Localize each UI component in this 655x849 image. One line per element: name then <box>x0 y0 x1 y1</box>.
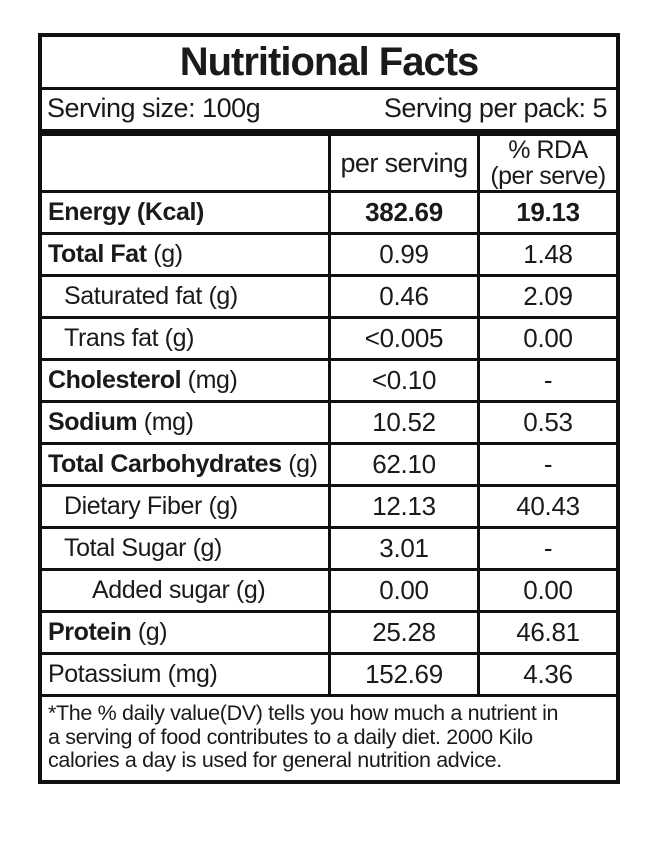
per-serving-value: 0.99 <box>328 235 477 274</box>
nutrient-label: Total Sugar (g) <box>42 529 328 568</box>
serving-row: Serving size: 100g Serving per pack: 5 <box>42 90 616 136</box>
rda-value: 0.53 <box>477 403 616 442</box>
nutrient-name: Total Sugar <box>64 534 187 562</box>
rda-value: 40.43 <box>477 487 616 526</box>
nutrient-unit: (g) <box>281 450 318 478</box>
per-serving-value: 382.69 <box>328 193 477 232</box>
rda-value: - <box>477 445 616 484</box>
rda-value: 19.13 <box>477 193 616 232</box>
nutrient-unit: (mg) <box>181 366 238 394</box>
title-row: Nutritional Facts <box>42 37 616 90</box>
rda-value: 0.00 <box>477 319 616 358</box>
nutrient-name: Dietary Fiber <box>64 492 202 520</box>
nutrient-row-1: Total Fat (g) 0.99 1.48 <box>42 235 616 277</box>
serving-per-pack-label: Serving per pack: 5 <box>383 93 608 123</box>
per-serving-value: 152.69 <box>328 655 477 694</box>
nutrient-name: Total Fat <box>48 240 147 268</box>
per-serving-value: 0.00 <box>328 571 477 610</box>
table-title: Nutritional Facts <box>179 39 480 84</box>
rda-value: 46.81 <box>477 613 616 652</box>
nutrition-facts-table: Nutritional Facts Serving size: 100g Ser… <box>38 33 620 784</box>
nutrient-name: Saturated fat <box>64 282 202 310</box>
serving-size-label: Serving size: 100g <box>47 93 261 123</box>
nutrient-row-4: Cholesterol (mg) <0.10- <box>42 361 616 403</box>
per-serving-value: 3.01 <box>328 529 477 568</box>
header-rda-line2: (per serve) <box>490 162 606 190</box>
nutrient-label: Sodium (mg) <box>42 403 328 442</box>
rda-value: 2.09 <box>477 277 616 316</box>
nutrient-name: Protein <box>48 618 132 646</box>
nutrient-name: Sodium <box>48 408 138 436</box>
nutrient-label: Cholesterol (mg) <box>42 361 328 400</box>
header-per-serving: per serving <box>328 136 477 190</box>
footnote-line-1: *The % daily value(DV) tells you how muc… <box>48 701 559 725</box>
nutrient-row-2: Saturated fat (g) 0.46 2.09 <box>42 277 616 319</box>
header-spacer <box>42 136 328 190</box>
nutrient-row-9: Added sugar (g) 0.00 0.00 <box>42 571 616 613</box>
nutrient-unit: (mg) <box>137 408 194 436</box>
rda-value: 0.00 <box>477 571 616 610</box>
nutrient-row-7: Dietary Fiber (g) 12.13 40.43 <box>42 487 616 529</box>
nutrient-row-3: Trans fat (g) <0.005 0.00 <box>42 319 616 361</box>
nutrient-label: Protein (g) <box>42 613 328 652</box>
per-serving-value: 10.52 <box>328 403 477 442</box>
rda-value: - <box>477 361 616 400</box>
nutrient-name: Cholesterol <box>48 366 182 394</box>
nutrient-label: Total Carbohydrates (g) <box>42 445 328 484</box>
nutrient-label: Trans fat (g) <box>42 319 328 358</box>
header-rda: % RDA (per serve) <box>477 136 616 190</box>
nutrient-label: Saturated fat (g) <box>42 277 328 316</box>
per-serving-value: 62.10 <box>328 445 477 484</box>
nutrient-name: Potassium <box>48 660 162 688</box>
nutrient-name: Added sugar <box>92 576 230 604</box>
nutrient-unit: (g) <box>131 618 168 646</box>
nutrient-row-6: Total Carbohydrates (g) 62.10- <box>42 445 616 487</box>
nutrient-unit: (g) <box>229 576 266 604</box>
nutrient-row-5: Sodium (mg) 10.52 0.53 <box>42 403 616 445</box>
nutrient-label: Total Fat (g) <box>42 235 328 274</box>
nutrient-name: Trans fat <box>64 324 159 352</box>
nutrient-label: Energy (Kcal) <box>42 193 328 232</box>
nutrient-row-10: Protein (g) 25.28 46.81 <box>42 613 616 655</box>
per-serving-value: 25.28 <box>328 613 477 652</box>
nutrient-row-0: Energy (Kcal) 382.69 19.13 <box>42 193 616 235</box>
nutrient-name: Total Carbohydrates <box>48 450 282 478</box>
nutrient-unit: (g) <box>201 282 238 310</box>
nutrient-row-11: Potassium (mg) 152.69 4.36 <box>42 655 616 697</box>
nutrient-unit: (mg) <box>161 660 218 688</box>
nutrient-row-8: Total Sugar (g) 3.01- <box>42 529 616 571</box>
per-serving-value: 0.46 <box>328 277 477 316</box>
column-header-row: per serving % RDA (per serve) <box>42 136 616 193</box>
per-serving-value: <0.005 <box>328 319 477 358</box>
nutrient-unit: (g) <box>146 240 183 268</box>
nutrient-label: Dietary Fiber (g) <box>42 487 328 526</box>
footnote-line-3: calories a day is used for general nutri… <box>48 748 502 773</box>
per-serving-value: 12.13 <box>328 487 477 526</box>
nutrient-unit: (g) <box>201 492 238 520</box>
header-rda-line1: % RDA <box>508 135 588 164</box>
nutrient-unit: (g) <box>186 534 223 562</box>
nutrient-label: Potassium (mg) <box>42 655 328 694</box>
nutrient-rows: Energy (Kcal) 382.69 19.13 Total Fat (g) 0.9… <box>42 193 616 697</box>
rda-value: - <box>477 529 616 568</box>
nutrient-unit: (Kcal) <box>130 198 204 226</box>
rda-value: 1.48 <box>477 235 616 274</box>
nutrient-unit: (g) <box>158 324 195 352</box>
daily-value-footnote: *The % daily value(DV) tells you how muc… <box>42 697 616 780</box>
rda-value: 4.36 <box>477 655 616 694</box>
footnote-line-2: a serving of food contributes to a daily… <box>48 724 533 749</box>
nutrient-name: Energy <box>48 198 131 226</box>
per-serving-value: <0.10 <box>328 361 477 400</box>
nutrient-label: Added sugar (g) <box>42 571 328 610</box>
